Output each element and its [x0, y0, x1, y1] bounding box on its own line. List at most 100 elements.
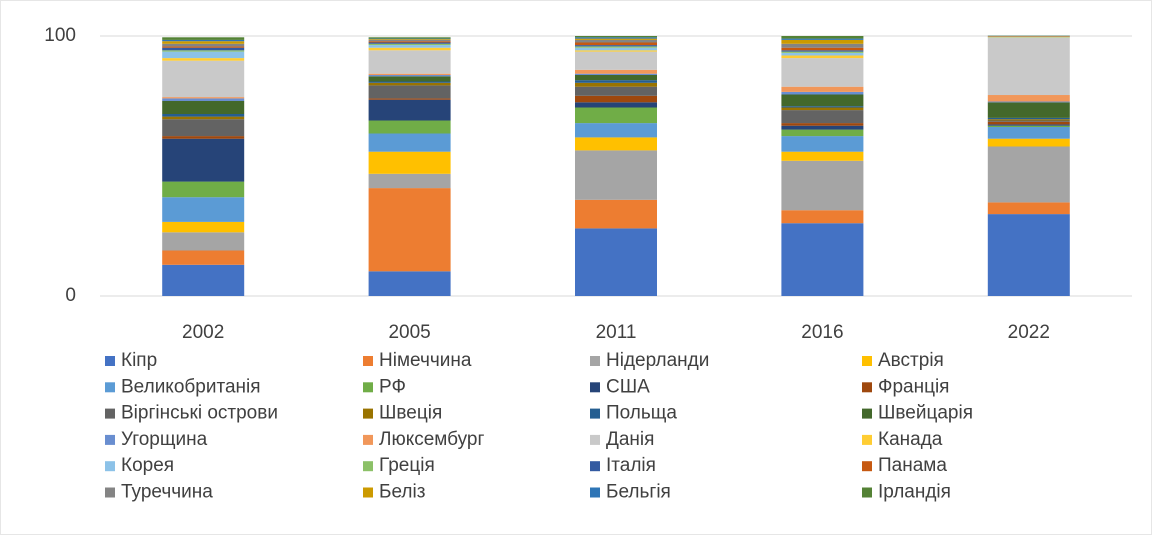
bar-segment [162, 51, 245, 59]
legend-label: Ірландія [878, 482, 951, 503]
bar-segment [781, 91, 864, 95]
bar-segment [368, 82, 451, 86]
x-tick-label: 2005 [388, 322, 430, 343]
bar-segment [162, 41, 245, 44]
bar-segment [781, 136, 864, 152]
bar-segment [987, 119, 1070, 121]
bar-segment [987, 101, 1070, 103]
bar-segment [368, 98, 451, 100]
bar-segment [162, 119, 245, 137]
bar-segment [368, 81, 451, 83]
bar-segment [162, 264, 245, 296]
legend-label: Віргінські острови [121, 403, 278, 424]
legend-label: Бельгія [606, 482, 671, 503]
bar-segment [368, 39, 451, 42]
bar-segment [781, 110, 864, 124]
legend-label: Італія [606, 455, 656, 476]
legend-label: Беліз [379, 482, 425, 503]
legend-swatch [590, 408, 600, 419]
bar-segment [987, 138, 1070, 147]
bar-segment [781, 38, 864, 40]
bar-segment [368, 188, 451, 272]
bar-segment [162, 50, 245, 52]
bar-segment [987, 127, 1070, 139]
bar-segment [781, 106, 864, 108]
bar-segment [162, 197, 245, 222]
bar-segment [368, 120, 451, 134]
bar-segment [368, 42, 451, 44]
legend-swatch [363, 487, 373, 498]
bar-segment [781, 43, 864, 48]
bar-segment [575, 38, 657, 40]
legend-swatch [105, 461, 115, 472]
legend-swatch [590, 487, 600, 498]
bar-segment [781, 129, 864, 137]
legend-swatch [363, 356, 373, 366]
legend-swatch [862, 408, 872, 419]
bar-segment [781, 210, 864, 224]
bar-segment [162, 250, 245, 265]
bar-segment [781, 86, 864, 92]
bar-segment [781, 52, 864, 56]
bar-segment [162, 221, 245, 233]
legend-label: Люксембург [379, 429, 484, 450]
bar-segment [987, 214, 1070, 296]
bar-segment [575, 199, 657, 229]
bar-segment [162, 136, 245, 139]
legend-swatch [105, 408, 115, 419]
legend-swatch [862, 487, 872, 498]
bar-segment [162, 37, 245, 40]
legend-label: Австрія [878, 350, 944, 371]
bar-segment [368, 271, 451, 296]
bar-segment [781, 123, 864, 126]
legend-swatch [590, 356, 600, 366]
legend-swatch [862, 356, 872, 366]
bar-segment [368, 43, 451, 46]
bar-segment [987, 121, 1070, 125]
bar-segment [368, 38, 451, 40]
legend-swatch [363, 434, 373, 445]
legend-swatch [363, 408, 373, 419]
bar-segment [781, 160, 864, 211]
legend-swatch [363, 382, 373, 393]
bar-segment [368, 99, 451, 121]
bar-segment [987, 117, 1070, 120]
legend-swatch [590, 461, 600, 472]
bar-segment [162, 97, 245, 99]
legend-label: Угорщина [121, 429, 208, 450]
legend-label: РФ [379, 376, 406, 397]
bar-segment [987, 95, 1070, 102]
legend-swatch [862, 434, 872, 445]
bar-segment [162, 58, 245, 61]
legend-label: Франція [878, 376, 949, 397]
bar-segment [781, 55, 864, 59]
bar-segment [987, 202, 1070, 215]
x-tick-label: 2011 [596, 322, 637, 343]
bar-segment [575, 123, 657, 138]
bar-segment [162, 114, 245, 117]
legend-swatch [590, 434, 600, 445]
bar-segment [575, 69, 657, 74]
legend-label: Нідерланди [606, 350, 709, 371]
bar-segment [162, 60, 245, 98]
bar-segment [575, 50, 657, 52]
bar-segment [781, 107, 864, 111]
bar-segment [575, 150, 657, 200]
legend-label: Швеція [379, 403, 442, 424]
legend-label: Канада [878, 429, 943, 450]
bar-segment [162, 98, 245, 101]
bar-segment [162, 39, 245, 42]
bar-segment [162, 101, 245, 114]
bar-segment [575, 36, 657, 38]
bar-segment [575, 102, 657, 108]
bar-segment [575, 75, 657, 81]
bar-segment [781, 39, 864, 44]
bar-segment [368, 173, 451, 189]
bar-segment [575, 39, 657, 43]
legend-label: Данія [606, 429, 654, 450]
bar-segment [368, 37, 451, 39]
legend-swatch [105, 356, 115, 366]
legend-label: Швейцарія [878, 403, 973, 424]
bar-segment [781, 94, 864, 107]
